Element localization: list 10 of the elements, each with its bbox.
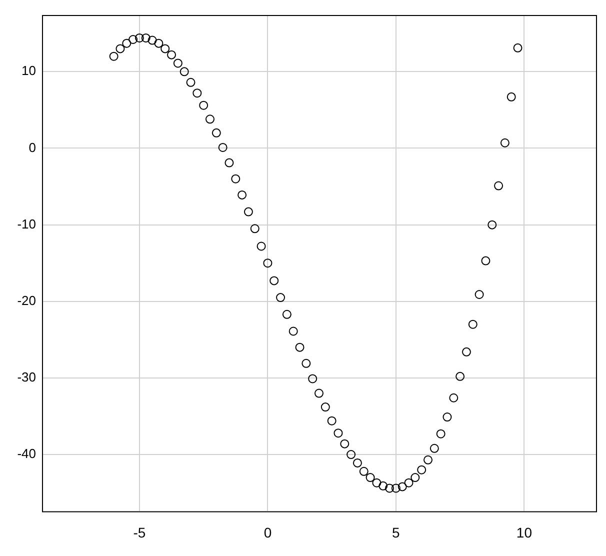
y-tick-label: -40 (17, 446, 36, 462)
x-tick-label: 10 (516, 524, 532, 540)
y-tick-label: -10 (17, 216, 36, 232)
x-tick-label: 0 (264, 524, 272, 540)
y-tick-label: -20 (17, 292, 36, 308)
x-tick-label: 5 (392, 524, 400, 540)
y-tick-label: 0 (28, 140, 36, 155)
y-tick-label: 10 (22, 63, 36, 78)
y-tick-label: -30 (17, 370, 36, 385)
x-tick-label: -5 (133, 524, 146, 540)
